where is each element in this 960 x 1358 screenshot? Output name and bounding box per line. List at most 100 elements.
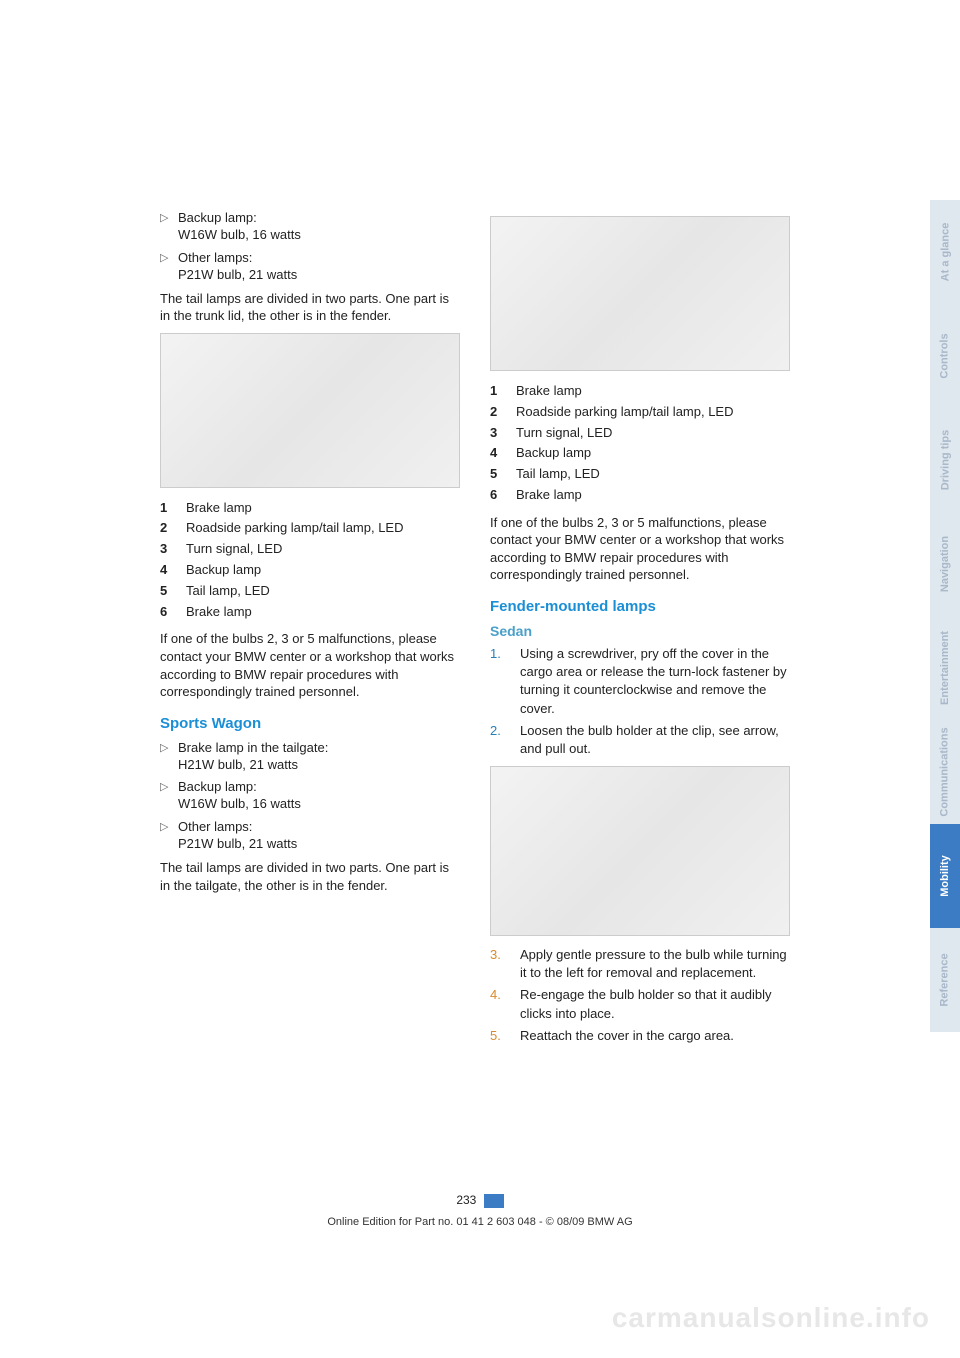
legend-text: Roadside parking lamp/tail lamp, LED <box>516 402 734 423</box>
legend-num: 2 <box>490 402 502 423</box>
right-column: 1 Brake lamp 2 Roadside parking lamp/tail … <box>490 210 790 1053</box>
step-text: Loosen the bulb holder at the clip, see … <box>520 722 790 758</box>
bullet-item: Backup lamp: W16W bulb, 16 watts <box>160 779 460 813</box>
tab-label: Driving tips <box>939 430 951 491</box>
legend-text: Brake lamp <box>516 381 582 402</box>
legend-num: 6 <box>160 602 172 623</box>
legend-text: Brake lamp <box>516 485 582 506</box>
step-list-cont: 3. Apply gentle pressure to the bulb whil… <box>490 946 790 1045</box>
tab-communications[interactable]: Communications <box>930 720 960 824</box>
legend-item: 1Brake lamp <box>160 498 460 519</box>
legend-num: 1 <box>490 381 502 402</box>
tail-lamp-diagram-sedan <box>160 333 460 488</box>
step-text: Apply gentle pressure to the bulb while … <box>520 946 790 982</box>
legend-item: 6Brake lamp <box>160 602 460 623</box>
legend-item: 5 Tail lamp, LED <box>490 464 790 485</box>
paragraph: The tail lamps are divided in two parts.… <box>160 290 460 325</box>
legend-list-2: 1 Brake lamp 2 Roadside parking lamp/tail … <box>490 381 790 506</box>
legend-item: 6 Brake lamp <box>490 485 790 506</box>
legend-text: Backup lamp <box>186 560 261 581</box>
bullet-line1: Other lamps: <box>178 250 252 265</box>
page-number-row: 233 <box>0 1193 960 1208</box>
paragraph: If one of the bulbs 2, 3 or 5 malfunctio… <box>160 630 460 700</box>
legend-list-1: 1Brake lamp 2 Roadside parking lamp/tail … <box>160 498 460 623</box>
bullet-line2: P21W bulb, 21 watts <box>178 267 297 282</box>
bullet-item: Other lamps: P21W bulb, 21 watts <box>160 250 460 284</box>
heading-sports-wagon: Sports Wagon <box>160 715 460 732</box>
legend-num: 5 <box>490 464 502 485</box>
tab-label: Reference <box>939 953 951 1006</box>
step-text: Re-engage the bulb holder so that it aud… <box>520 986 790 1022</box>
legend-text: Roadside parking lamp/tail lamp, LED <box>186 518 404 539</box>
tab-label: Entertainment <box>939 631 951 705</box>
paragraph: If one of the bulbs 2, 3 or 5 malfunctio… <box>490 514 790 584</box>
step-item: 5. Reattach the cover in the cargo area. <box>490 1027 790 1045</box>
left-column: Backup lamp: W16W bulb, 16 watts Other l… <box>160 210 460 1053</box>
tab-label: Communications <box>939 727 951 816</box>
bullet-list-2: Brake lamp in the tailgate: H21W bulb, 2… <box>160 740 460 853</box>
legend-num: 6 <box>490 485 502 506</box>
legend-text: Turn signal, LED <box>516 423 612 444</box>
legend-item: 2 Roadside parking lamp/tail lamp, LED <box>490 402 790 423</box>
side-tabs: At a glance Controls Driving tips Naviga… <box>930 200 960 1032</box>
legend-item: 4 Backup lamp <box>160 560 460 581</box>
legend-text: Brake lamp <box>186 498 252 519</box>
bullet-line1: Other lamps: <box>178 819 252 834</box>
bullet-line2: P21W bulb, 21 watts <box>178 836 297 851</box>
legend-text: Tail lamp, LED <box>516 464 600 485</box>
page-number: 233 <box>456 1193 476 1207</box>
bullet-list-1: Backup lamp: W16W bulb, 16 watts Other l… <box>160 210 460 284</box>
legend-item: 3 Turn signal, LED <box>160 539 460 560</box>
legend-num: 5 <box>160 581 172 602</box>
legend-num: 4 <box>490 443 502 464</box>
legend-item: 3 Turn signal, LED <box>490 423 790 444</box>
legend-text: Tail lamp, LED <box>186 581 270 602</box>
bullet-item: Backup lamp: W16W bulb, 16 watts <box>160 210 460 244</box>
bullet-line2: W16W bulb, 16 watts <box>178 227 301 242</box>
step-num: 5. <box>490 1027 506 1045</box>
step-text: Using a screwdriver, pry off the cover i… <box>520 645 790 718</box>
page-number-marker <box>484 1194 504 1208</box>
step-num: 3. <box>490 946 506 982</box>
footer-text: Online Edition for Part no. 01 41 2 603 … <box>0 1216 960 1228</box>
step-item: 4. Re-engage the bulb holder so that it a… <box>490 986 790 1022</box>
legend-text: Backup lamp <box>516 443 591 464</box>
step-list: 1.Using a screwdriver, pry off the cover… <box>490 645 790 758</box>
tab-entertainment[interactable]: Entertainment <box>930 616 960 720</box>
tab-controls[interactable]: Controls <box>930 304 960 408</box>
page-content: Backup lamp: W16W bulb, 16 watts Other l… <box>0 0 960 1053</box>
step-num: 4. <box>490 986 506 1022</box>
legend-num: 3 <box>160 539 172 560</box>
paragraph: The tail lamps are divided in two parts.… <box>160 859 460 894</box>
bullet-item: Other lamps: P21W bulb, 21 watts <box>160 819 460 853</box>
bullet-line1: Backup lamp: <box>178 210 257 225</box>
legend-text: Turn signal, LED <box>186 539 282 560</box>
step-item: 3. Apply gentle pressure to the bulb whil… <box>490 946 790 982</box>
step-text: Reattach the cover in the cargo area. <box>520 1027 790 1045</box>
cargo-area-diagram <box>490 766 790 936</box>
tab-driving-tips[interactable]: Driving tips <box>930 408 960 512</box>
tab-label: At a glance <box>939 223 951 282</box>
watermark: carmanualsonline.info <box>612 1302 930 1334</box>
legend-item: 4 Backup lamp <box>490 443 790 464</box>
step-item: 1.Using a screwdriver, pry off the cover… <box>490 645 790 718</box>
tab-label: Mobility <box>939 855 951 897</box>
legend-item: 1 Brake lamp <box>490 381 790 402</box>
legend-num: 3 <box>490 423 502 444</box>
legend-num: 2 <box>160 518 172 539</box>
tab-navigation[interactable]: Navigation <box>930 512 960 616</box>
bullet-line2: W16W bulb, 16 watts <box>178 796 301 811</box>
legend-num: 4 <box>160 560 172 581</box>
bullet-item: Brake lamp in the tailgate: H21W bulb, 2… <box>160 740 460 774</box>
bullet-line2: H21W bulb, 21 watts <box>178 757 298 772</box>
tab-mobility[interactable]: Mobility <box>930 824 960 928</box>
tail-lamp-diagram-wagon <box>490 216 790 371</box>
legend-item: 2 Roadside parking lamp/tail lamp, LED <box>160 518 460 539</box>
tab-at-a-glance[interactable]: At a glance <box>930 200 960 304</box>
tab-reference[interactable]: Reference <box>930 928 960 1032</box>
legend-item: 5 Tail lamp, LED <box>160 581 460 602</box>
tab-label: Navigation <box>939 536 951 592</box>
bullet-line1: Brake lamp in the tailgate: <box>178 740 328 755</box>
heading-fender: Fender-mounted lamps <box>490 598 790 615</box>
heading-sedan: Sedan <box>490 623 790 639</box>
